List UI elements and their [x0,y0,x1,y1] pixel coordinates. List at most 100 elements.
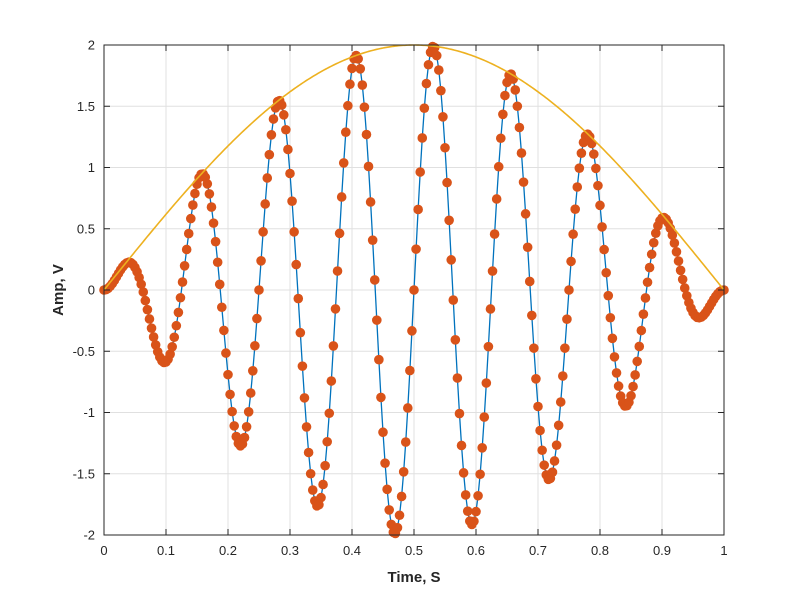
sample-point [252,313,262,324]
sample-point [646,249,657,260]
sample-point [208,218,219,228]
sample-point [223,369,233,380]
sample-point [555,397,566,407]
sample-point [549,456,560,466]
sample-point [409,285,419,295]
sample-point [475,469,485,480]
sample-point [148,332,159,342]
sample-point [450,335,461,345]
sample-point [250,340,260,351]
x-tick-label: 0.8 [591,543,609,558]
sample-point [204,189,215,199]
sample-point [562,314,572,324]
sample-point [527,310,537,321]
sample-point [138,287,149,297]
sample-point [225,389,235,400]
sample-point [417,133,428,143]
sample-point [245,388,256,398]
sample-point [254,285,264,295]
sample-point [477,443,488,453]
sample-point [369,275,380,285]
sample-point [374,354,384,365]
sample-point [405,365,415,376]
sample-point [258,227,268,237]
y-tick-label: 0 [88,283,95,298]
y-tick-label: -1.5 [73,466,95,481]
sample-point [667,230,678,240]
sample-point [165,349,175,359]
sample-point [651,228,661,238]
sample-point [628,381,638,392]
sample-point [347,63,357,74]
sample-point [227,406,237,417]
sample-point [336,192,347,202]
sample-point [326,376,337,386]
sample-point [421,78,432,89]
sample-point [345,79,355,90]
sample-point [605,312,616,323]
sample-point [454,408,465,419]
sample-point [365,197,376,207]
sample-point [485,304,496,314]
sample-point [462,506,473,516]
sample-point [140,295,151,306]
sample-point [603,290,614,301]
sample-point [638,309,649,320]
sample-point [361,129,372,140]
sample-point [221,348,231,358]
sample-point [535,425,545,436]
x-tick-label: 0.5 [405,543,423,558]
sample-point [479,412,490,422]
sample-point [378,427,388,438]
sample-point [411,244,421,254]
sample-point [529,343,539,353]
sample-markers [99,41,729,539]
x-tick-label: 0.9 [653,543,671,558]
sample-point [436,85,446,96]
sample-point [496,133,506,144]
sample-point [533,401,543,412]
sample-point [644,262,655,273]
y-axis-label: Amp, V [50,264,67,316]
x-tick-label: 0.4 [343,543,361,558]
sample-point [173,307,184,318]
sample-point [595,200,605,211]
y-tick-label: 1.5 [77,99,95,114]
y-tick-label: 1 [88,160,95,175]
sample-point [398,467,409,477]
sample-point [440,142,450,153]
sample-point [206,202,217,212]
sample-point [442,177,452,188]
sample-point [522,242,533,253]
sample-point [363,161,374,172]
x-tick-label: 0.7 [529,543,547,558]
sample-point [330,304,341,314]
sample-point [599,244,609,255]
sample-point [434,65,444,75]
x-tick-label: 0.1 [157,543,175,558]
sample-point [564,285,574,295]
y-tick-label: 0.5 [77,221,95,236]
sample-point [202,179,213,189]
sample-point [219,325,229,336]
sample-point [537,445,547,456]
sample-point [636,325,647,336]
sample-point [423,59,434,70]
sample-point [489,229,500,239]
sample-point [570,204,580,214]
sample-point [316,492,326,503]
sample-point [291,259,302,270]
sample-point [355,64,366,74]
sample-point [376,392,386,403]
sample-point [400,437,411,447]
sample-point [318,479,328,490]
sample-point [514,122,525,133]
sample-point [305,468,316,479]
sample-point [322,436,333,447]
sample-point [419,103,430,113]
sample-point [285,168,295,179]
sample-point [279,110,289,120]
sample-point [458,468,469,478]
sample-point [256,256,266,266]
y-tick-label: 2 [88,38,95,53]
